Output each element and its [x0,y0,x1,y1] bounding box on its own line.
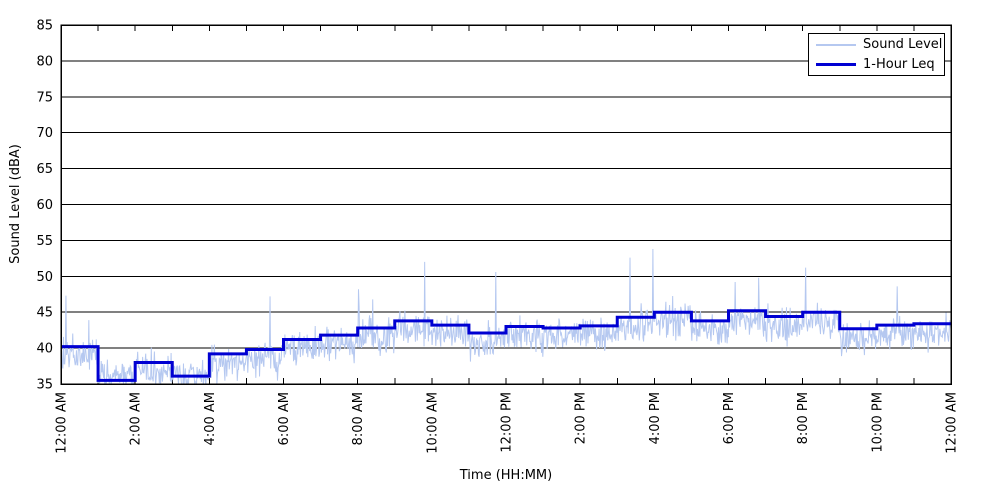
y-axis-title: Sound Level (dBA) [8,144,23,264]
y-tick-label-65: 65 [36,162,53,177]
y-tick-label-55: 55 [36,234,53,249]
x-tick-label-7: 2:00 PM [574,392,589,444]
x-tick-label-2: 4:00 AM [203,392,218,445]
x-tick-label-9: 6:00 PM [722,392,737,444]
y-tick-label-45: 45 [36,306,53,321]
sound-level-line-sample [816,43,856,46]
y-tick-label-75: 75 [36,90,53,105]
x-tick-label-10: 8:00 PM [796,392,811,444]
y-tick-label-85: 85 [36,19,53,34]
legend: Sound Level 1-Hour Leq [808,33,945,76]
legend-label-sound-level: Sound Level [863,37,943,53]
x-tick-label-3: 6:00 AM [277,392,292,445]
x-axis-title: Time (HH:MM) [459,468,553,483]
y-tick-label-80: 80 [36,54,53,69]
legend-entry-1-hour-leq: 1-Hour Leq [816,55,944,73]
legend-entry-sound-level: Sound Level [816,36,944,54]
x-tick-label-4: 8:00 AM [351,392,366,445]
one-hour-leq-step-line [61,309,951,382]
leq-line-sample [816,62,856,66]
y-tick-label-50: 50 [36,270,53,285]
x-tick-label-8: 4:00 PM [648,392,663,444]
x-tick-label-11: 10:00 PM [870,392,885,453]
y-tick-label-40: 40 [36,342,53,357]
y-tick-label-70: 70 [36,126,53,141]
x-tick-label-12: 12:00 AM [945,392,960,454]
x-tick-label-5: 10:00 AM [425,392,440,454]
y-tick-label-35: 35 [36,378,53,393]
legend-label-1-hour-leq: 1-Hour Leq [863,56,935,72]
x-tick-label-6: 12:00 PM [500,392,515,453]
x-tick-label-0: 12:00 AM [55,392,70,454]
y-tick-label-60: 60 [36,198,53,213]
plot-border [60,24,952,385]
x-tick-label-1: 2:00 AM [129,392,144,445]
